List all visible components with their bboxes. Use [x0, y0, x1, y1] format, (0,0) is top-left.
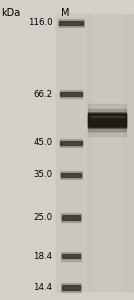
Bar — [88, 114, 126, 126]
Bar — [59, 21, 83, 25]
Bar — [90, 116, 125, 117]
Text: 116.0: 116.0 — [28, 19, 52, 28]
Bar — [62, 285, 80, 290]
Text: 66.2: 66.2 — [33, 90, 52, 99]
Bar — [88, 104, 126, 136]
Bar — [88, 113, 126, 127]
Bar — [92, 14, 122, 291]
Bar — [58, 19, 84, 27]
Bar — [56, 14, 86, 291]
Text: 25.0: 25.0 — [33, 213, 52, 222]
Text: M: M — [61, 8, 69, 17]
Bar — [60, 141, 82, 145]
Bar — [60, 139, 82, 147]
Bar — [61, 283, 81, 292]
Text: 14.4: 14.4 — [33, 283, 52, 292]
Bar — [88, 109, 126, 131]
Bar — [61, 213, 81, 222]
Bar — [61, 173, 81, 177]
Text: kDa: kDa — [1, 8, 21, 17]
Bar — [61, 252, 81, 261]
Text: 45.0: 45.0 — [33, 139, 52, 148]
Bar — [56, 14, 134, 291]
Bar — [60, 171, 82, 179]
Text: 18.4: 18.4 — [33, 252, 52, 261]
Bar — [60, 90, 82, 98]
Bar — [62, 254, 80, 259]
Text: 35.0: 35.0 — [33, 170, 52, 179]
Bar — [90, 126, 125, 132]
Bar — [88, 112, 126, 128]
Bar — [60, 92, 82, 96]
Bar — [62, 215, 80, 220]
